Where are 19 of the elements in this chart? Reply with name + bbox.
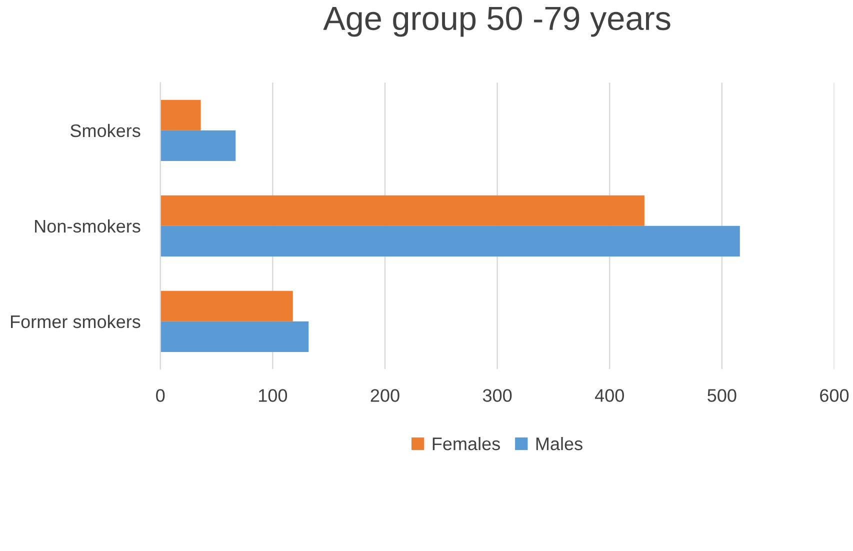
y-tick-label: Smokers [70, 124, 140, 138]
x-tick-label: 100 [258, 389, 288, 402]
bar [160, 290, 293, 322]
bar [160, 100, 201, 130]
bar [160, 195, 644, 226]
x-tick-label: 600 [820, 389, 849, 402]
y-tick-label: Non-smokers [35, 219, 140, 233]
bar [160, 226, 740, 256]
legend-label: Males [536, 436, 582, 450]
y-tick-label: Former smokers [10, 314, 140, 328]
x-tick-label: 300 [482, 389, 512, 402]
chart-title: Age group 50 -79 years [323, 6, 670, 37]
legend-label: Females [432, 436, 500, 450]
x-tick-label: 200 [370, 389, 400, 402]
x-tick-label: 0 [156, 389, 165, 402]
x-tick-label: 500 [708, 389, 736, 402]
x-tick-label: 400 [594, 389, 624, 402]
bar [160, 130, 236, 161]
bar [160, 321, 309, 352]
